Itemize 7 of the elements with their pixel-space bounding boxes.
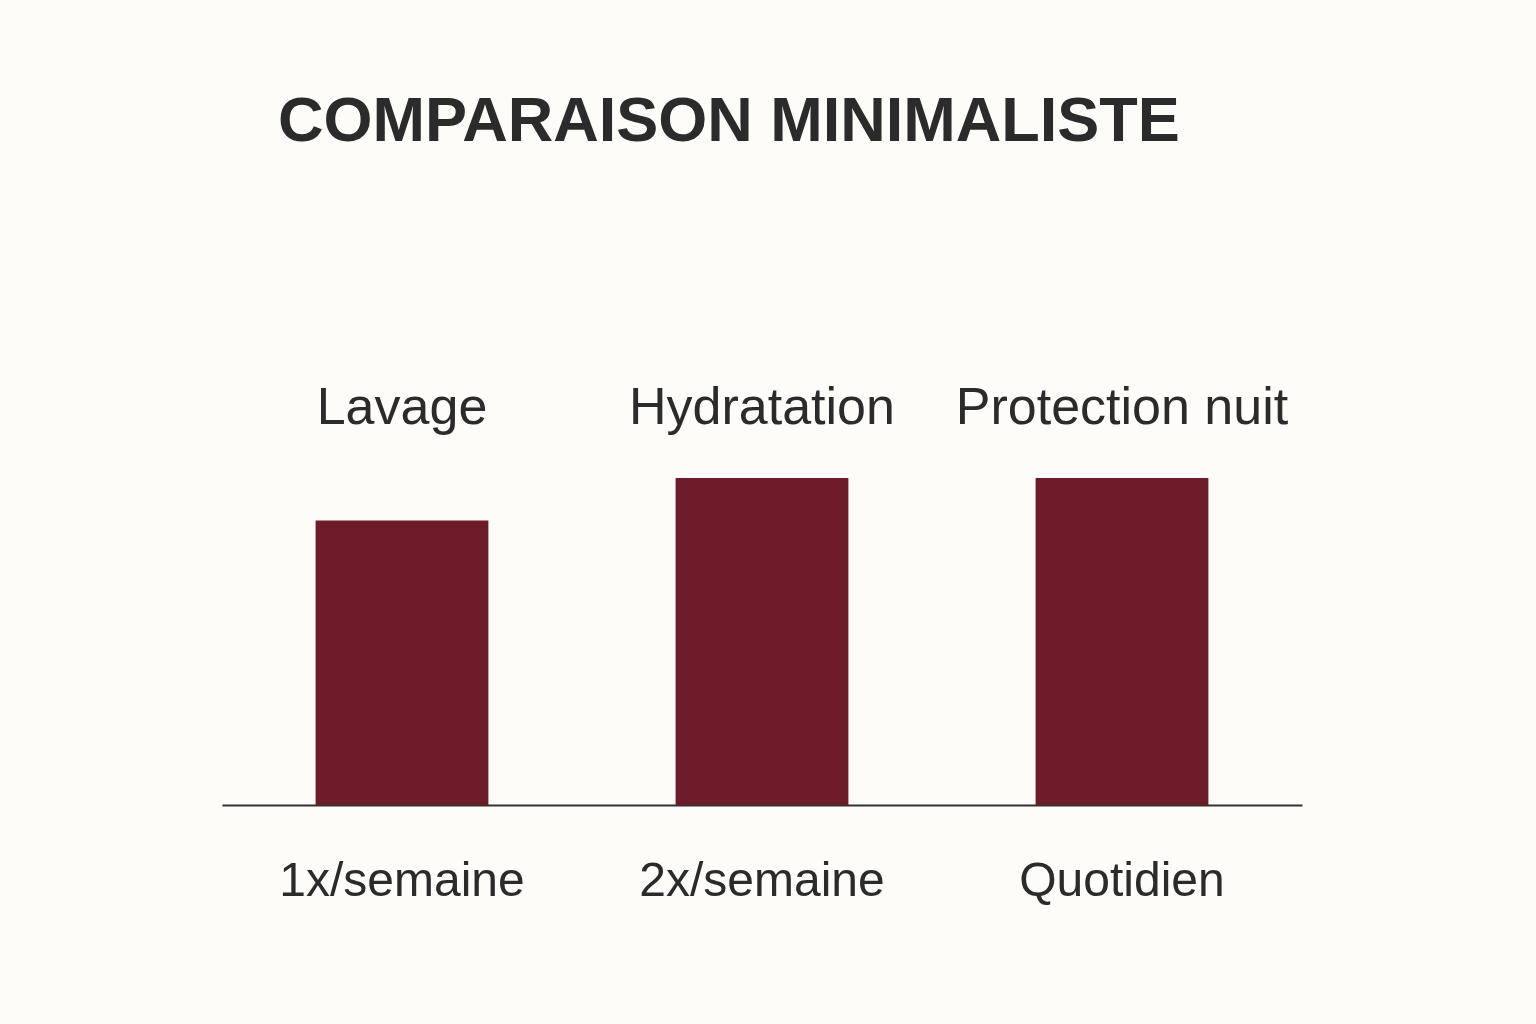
x-tick-label: 1x/semaine — [279, 852, 525, 906]
x-tick-label: 2x/semaine — [639, 852, 885, 906]
chart-title: COMPARAISON MINIMALISTE — [278, 84, 1180, 154]
text: Hydratation — [629, 377, 895, 435]
text: Lavage — [316, 377, 488, 435]
text: Protection nuit — [955, 377, 1289, 435]
x-tick-label: Quotidien — [1019, 852, 1225, 906]
